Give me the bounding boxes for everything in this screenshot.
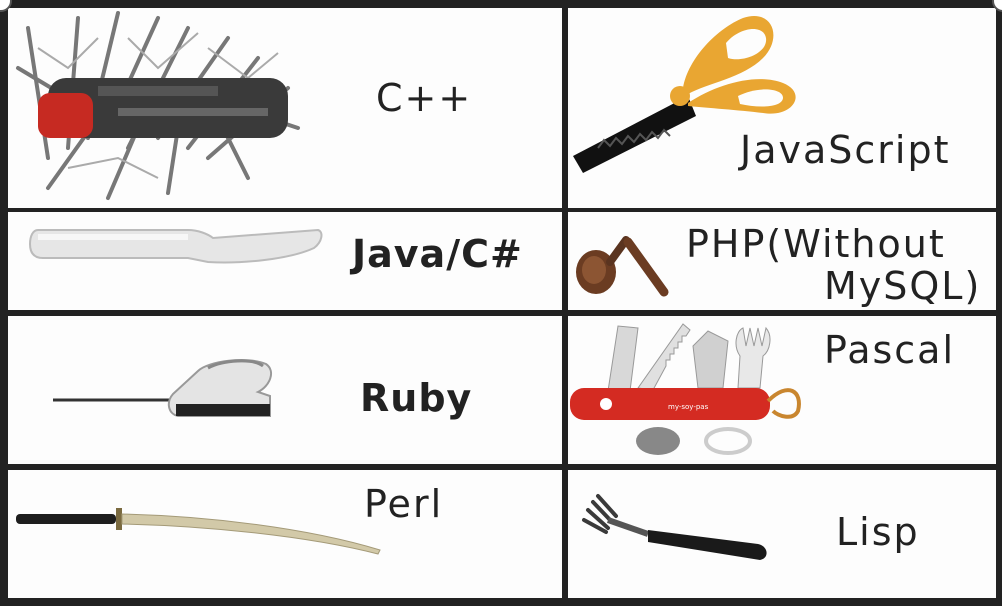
- giant-swiss-army-knife-icon: [16, 11, 300, 200]
- label-php: PHP(Without: [686, 222, 946, 266]
- label-perl: Perl: [364, 482, 444, 526]
- butter-knife-icon: [28, 228, 323, 264]
- cell-java-csharp: Java/C#: [8, 212, 562, 310]
- label-pascal: Pascal: [824, 328, 956, 372]
- cell-perl: Perl: [8, 470, 562, 598]
- cell-php: PHP(Without MySQL): [568, 212, 996, 310]
- label-lisp: Lisp: [836, 510, 920, 554]
- cell-cpp: C++: [8, 8, 562, 208]
- label-ruby: Ruby: [360, 376, 473, 420]
- hand-fork-icon: [582, 494, 767, 560]
- zigzag-scissors-icon: [573, 16, 796, 173]
- katana-icon: [16, 508, 381, 555]
- cell-ruby: Ruby: [8, 316, 562, 464]
- label-javascript: JavaScript: [740, 128, 951, 172]
- cell-lisp: Lisp: [568, 470, 996, 598]
- label-cpp: C++: [376, 76, 473, 120]
- cell-javascript: JavaScript: [568, 8, 996, 208]
- broken-spoon-icon: [576, 236, 669, 297]
- label-java-csharp: Java/C#: [352, 232, 523, 276]
- label-php-line2: MySQL): [824, 264, 982, 308]
- cell-pascal: my-soy-pas Pascal: [568, 316, 996, 464]
- pocket-knife-icon: my-soy-pas: [570, 323, 801, 455]
- electric-knife-icon: [53, 359, 273, 417]
- pocket-knife-engraving: my-soy-pas: [668, 403, 709, 411]
